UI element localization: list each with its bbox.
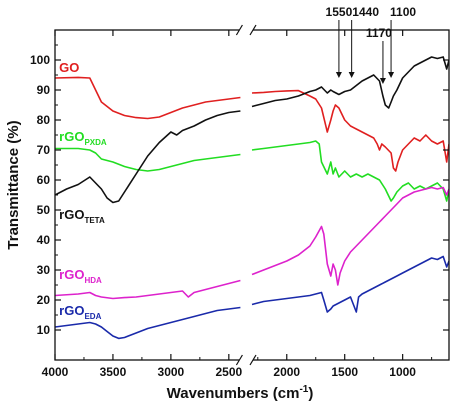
peak-arrow-head <box>348 72 355 78</box>
series-line-eda-seg2 <box>251 255 449 313</box>
series-line-go-seg1 <box>55 76 241 120</box>
y-tick-label: 60 <box>37 173 51 187</box>
peak-arrow-head <box>388 72 395 78</box>
peak-label-1100: 1100 <box>390 5 416 19</box>
series-label-hda: rGOHDA <box>59 267 102 285</box>
y-tick-label: 100 <box>30 53 50 67</box>
y-tick-label: 50 <box>37 203 51 217</box>
peak-arrow-head <box>379 78 386 84</box>
series-line-teta-seg2 <box>251 56 449 109</box>
series-line-teta-seg1 <box>55 110 241 204</box>
plot-frame <box>54 29 450 361</box>
x-tick-label: 4000 <box>42 365 69 379</box>
series-label-go: GO <box>59 60 79 75</box>
y-tick-label: 40 <box>37 233 51 247</box>
y-tick-label: 90 <box>37 83 51 97</box>
series-label-pxda: rGOPXDA <box>59 129 107 147</box>
series-line-eda-seg1 <box>55 306 241 340</box>
peak-label-1550: 1550 <box>326 5 353 19</box>
axis-break-mark <box>249 354 257 366</box>
series-line-pxda-seg1 <box>55 147 241 172</box>
x-tick-label: 1000 <box>389 365 416 379</box>
axis-break-mark <box>235 354 243 366</box>
y-tick-label: 30 <box>37 263 51 277</box>
axes-layer: 4000 3500 3000 2500 2000 1500 1000 10 20 30 40 50 60… <box>30 24 450 379</box>
y-tick-label: 10 <box>37 323 51 337</box>
peak-label-1440: 1440 <box>352 5 379 19</box>
x-tick-label: 1500 <box>331 365 358 379</box>
x-tick-label: 3000 <box>158 365 185 379</box>
x-tick-label: 3500 <box>100 365 127 379</box>
series-label-teta: rGOTETA <box>59 207 105 225</box>
peak-label-1170: 1170 <box>366 26 392 40</box>
series-line-go-seg2 <box>251 89 449 172</box>
series-label-eda: rGOEDA <box>59 303 101 321</box>
axis-break-mark <box>235 24 243 36</box>
series-line-pxda-seg2 <box>251 140 449 202</box>
y-axis-title: Transmittance (%) <box>5 120 22 249</box>
x-axis-title: Wavenumbers (cm-1) <box>167 384 314 402</box>
axis-break-gap-bottom <box>239 357 253 363</box>
x-tick-label: 2000 <box>273 365 300 379</box>
axis-break-mark <box>249 24 257 36</box>
series-label-layer: GO rGOPXDA rGOTETA rGOHDA rGOEDA <box>59 60 107 321</box>
y-tick-label: 20 <box>37 293 51 307</box>
axis-break-gap-top <box>239 27 253 33</box>
peak-arrow-head <box>335 72 342 78</box>
series-layer <box>55 56 449 340</box>
x-tick-label: 2500 <box>215 365 242 379</box>
y-tick-label: 70 <box>37 143 51 157</box>
series-line-hda-seg1 <box>55 279 241 300</box>
annotation-layer: 1550 1440 1170 1100 <box>326 5 416 84</box>
series-line-hda-seg2 <box>251 186 449 286</box>
y-tick-label: 80 <box>37 113 51 127</box>
